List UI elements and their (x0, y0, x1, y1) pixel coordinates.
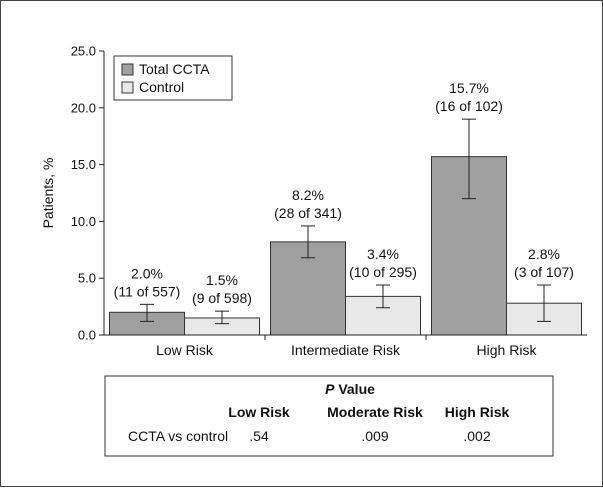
legend-swatch-control (121, 81, 134, 94)
y-axis-title: Patients, % (40, 158, 56, 229)
data-label-count-control-high-risk: (3 of 107) (514, 264, 574, 280)
y-tick-label: 15.0 (71, 157, 96, 172)
data-label-percent-control-low-risk: 1.5% (206, 272, 238, 288)
y-tick-label: 5.0 (78, 271, 96, 286)
legend-label-control: Control (139, 79, 184, 95)
data-label-count-control-low-risk: (9 of 598) (192, 290, 252, 306)
p-col-moderate-risk: Moderate Risk (327, 404, 423, 420)
y-tick-label: 20.0 (71, 100, 96, 115)
p-col-high-risk: High Risk (445, 404, 510, 420)
p-value-table: P Value Low Risk Moderate Risk High Risk… (104, 375, 554, 457)
data-label-count-total-ccta-intermediate-risk: (28 of 341) (274, 205, 342, 221)
data-label-percent-total-ccta-intermediate-risk: 8.2% (292, 187, 324, 203)
data-label-count-total-ccta-low-risk: (11 of 557) (114, 283, 181, 299)
p-value-title-rest: Value (334, 381, 375, 397)
p-value-table-border (104, 375, 554, 457)
data-label-percent-control-intermediate-risk: 3.4% (367, 246, 399, 262)
data-label-count-total-ccta-high-risk: (16 of 102) (435, 98, 503, 114)
p-row-label: CCTA vs control (128, 428, 228, 444)
x-category-high-risk: High Risk (477, 342, 538, 358)
data-label-percent-control-high-risk: 2.8% (528, 246, 560, 262)
data-label-count-control-intermediate-risk: (10 of 295) (349, 264, 417, 280)
legend-swatch-total-ccta (121, 63, 134, 76)
legend-box (113, 55, 233, 101)
p-value-moderate-risk: .009 (361, 428, 388, 444)
data-label-percent-total-ccta-high-risk: 15.7% (449, 80, 489, 96)
p-value-title: P Value (325, 381, 375, 397)
p-value-low-risk: .54 (249, 428, 269, 444)
x-category-low-risk: Low Risk (156, 342, 214, 358)
legend-label-total-ccta: Total CCTA (139, 61, 210, 77)
p-value-title-italic: P (325, 381, 335, 397)
data-label-percent-total-ccta-low-risk: 2.0% (131, 265, 163, 281)
y-tick-label: 25.0 (71, 44, 96, 59)
p-col-low-risk: Low Risk (228, 404, 290, 420)
x-category-intermediate-risk: Intermediate Risk (291, 342, 401, 358)
p-value-high-risk: .002 (463, 428, 490, 444)
y-tick-label: 0.0 (78, 328, 96, 343)
y-tick-label: 10.0 (71, 214, 96, 229)
legend: Total CCTA Control (113, 55, 233, 101)
